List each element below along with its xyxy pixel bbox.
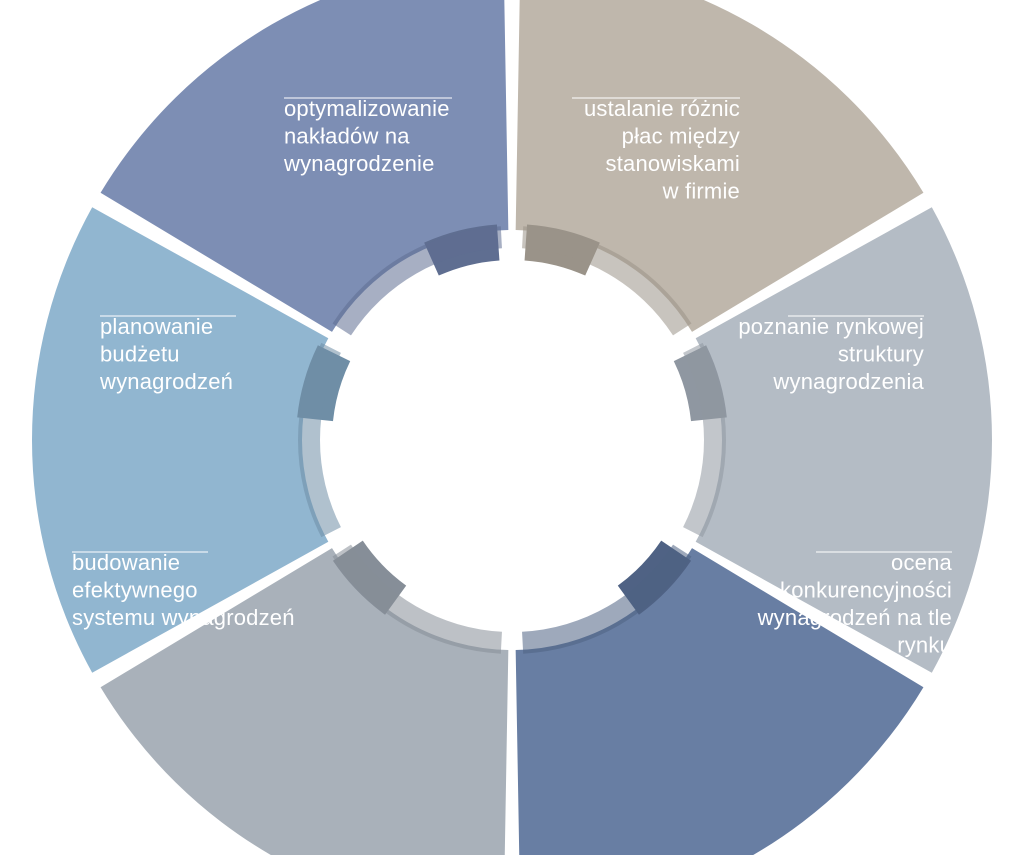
center-mask (338, 266, 686, 614)
radial-diagram: optymalizowanienakładów nawynagrodzenieu… (0, 0, 1024, 855)
